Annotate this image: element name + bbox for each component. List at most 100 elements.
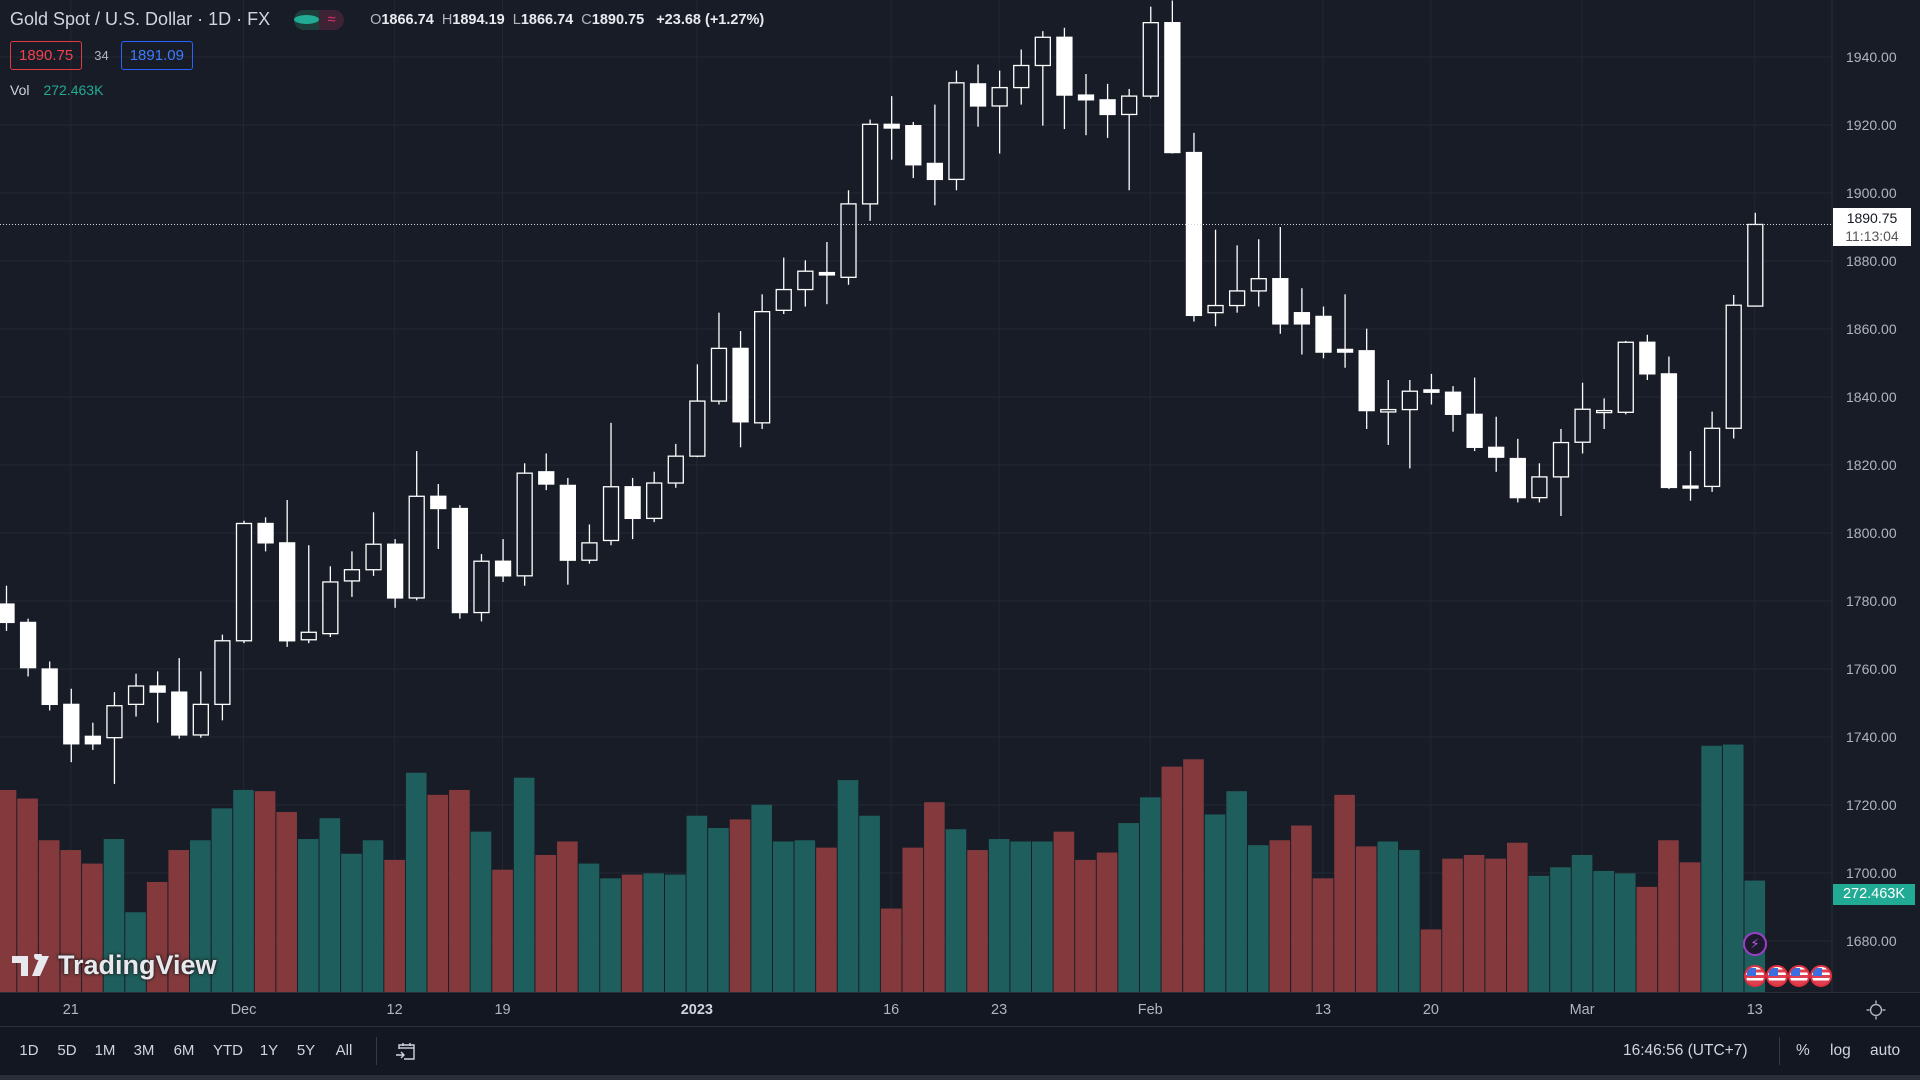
close-label: C <box>581 11 592 28</box>
volume-bar <box>513 777 535 992</box>
candle-up <box>1574 408 1591 443</box>
volume-bar <box>276 812 297 992</box>
volume-bar <box>1291 825 1312 992</box>
market-open-dot-icon <box>294 15 320 24</box>
volume-bar <box>1053 831 1075 992</box>
candle-down <box>1315 315 1332 353</box>
lightning-icon[interactable]: ⚡ <box>1743 932 1767 956</box>
market-status-toggle[interactable]: ≈ <box>294 9 345 30</box>
candle-down <box>624 486 641 520</box>
range-button-5d[interactable]: 5D <box>57 1042 77 1059</box>
symbol-legend: Gold Spot / U.S. Dollar · 1D · FX ≈ O186… <box>10 9 764 30</box>
time-axis[interactable]: 21 Dec 12 19 2023 16 23 Feb 13 20 Mar 13 <box>0 992 1920 1027</box>
volume-bar <box>816 847 837 992</box>
volume-bar <box>0 789 17 992</box>
price-tick-label: 1740.00 <box>1846 729 1897 745</box>
candle-down <box>1444 391 1462 415</box>
volume-bar <box>664 874 686 992</box>
range-button-6m[interactable]: 6M <box>173 1042 195 1059</box>
candle-down <box>41 668 58 706</box>
candle-up <box>235 522 253 642</box>
candle-down <box>559 484 576 561</box>
volume-bar <box>427 794 449 992</box>
us-flag-icon[interactable] <box>1810 965 1832 987</box>
range-button-3m[interactable]: 3M <box>133 1042 155 1059</box>
range-button-1y[interactable]: 1Y <box>259 1042 279 1059</box>
range-button-5y[interactable]: 5Y <box>296 1042 316 1059</box>
go-to-date-icon[interactable] <box>395 1041 417 1061</box>
candle-down <box>0 603 15 624</box>
change-value: +23.68 (+1.27%) <box>656 11 765 28</box>
range-button-all[interactable]: All <box>335 1042 353 1059</box>
candle-up <box>1380 408 1397 413</box>
volume-bar <box>1593 870 1614 992</box>
bid-ask-row: 1890.75 34 1891.09 <box>10 41 193 70</box>
candle-up <box>1617 341 1634 413</box>
volume-bar <box>405 772 427 992</box>
candle-up <box>322 581 339 635</box>
candle-up <box>710 347 728 402</box>
tradingview-logo[interactable]: TradingView <box>12 950 217 981</box>
candle-up <box>343 569 361 582</box>
candle-up <box>1552 441 1570 478</box>
range-button-ytd[interactable]: YTD <box>213 1042 243 1059</box>
divider <box>1779 1037 1780 1065</box>
candle-down <box>63 703 80 745</box>
time-tick-label: Dec <box>230 1002 257 1018</box>
volume-bar <box>60 850 82 992</box>
us-flag-icon[interactable] <box>1744 965 1766 987</box>
volume-bar <box>1722 744 1744 992</box>
symbol-title[interactable]: Gold Spot / U.S. Dollar · 1D · FX <box>10 9 271 29</box>
volume-bar <box>794 840 816 992</box>
price-chart[interactable] <box>0 0 1920 992</box>
auto-toggle[interactable]: auto <box>1870 1042 1901 1059</box>
volume-bar <box>1550 867 1571 992</box>
volume-bar <box>859 815 880 992</box>
candle-up <box>1401 390 1418 411</box>
volume-bar <box>837 780 859 992</box>
chart-pane[interactable]: Gold Spot / U.S. Dollar · 1D · FX ≈ O 186… <box>0 0 1920 1026</box>
buy-button[interactable]: 1891.09 <box>120 41 193 70</box>
open-label: O <box>370 11 382 28</box>
volume-bar <box>211 808 233 992</box>
bottom-border <box>0 1075 1920 1080</box>
candle-down <box>1639 341 1656 375</box>
candle-down <box>494 560 512 577</box>
settings-sun-icon[interactable] <box>1866 1000 1886 1020</box>
volume-bar <box>988 839 1010 992</box>
close-value: 1890.75 <box>591 11 645 28</box>
candle-up <box>516 472 533 577</box>
sell-button[interactable]: 1890.75 <box>10 41 83 70</box>
candle-down <box>732 347 749 423</box>
candle-up <box>1142 22 1159 97</box>
candle-up <box>106 705 123 739</box>
range-button-1m[interactable]: 1M <box>94 1042 116 1059</box>
candle-up <box>1013 64 1030 89</box>
volume-bar <box>1269 840 1291 992</box>
price-tick-label: 1860.00 <box>1846 321 1897 337</box>
candle-down <box>149 685 166 693</box>
volume-bar <box>621 874 643 992</box>
candle-down <box>451 507 469 614</box>
candle-up <box>1725 304 1742 429</box>
candle-up <box>1228 290 1246 307</box>
bar-countdown: 11:13:04 <box>1845 228 1899 244</box>
percent-toggle[interactable]: % <box>1796 1042 1810 1059</box>
volume-bar <box>1658 840 1679 992</box>
volume-bar <box>1571 854 1593 992</box>
candle-down <box>1272 278 1289 325</box>
time-tick-label: 13 <box>1746 1002 1763 1018</box>
candle-down <box>1466 413 1483 448</box>
volume-bar <box>1118 823 1139 992</box>
volume-bar <box>1161 766 1183 992</box>
price-tick-label: 1820.00 <box>1846 457 1897 473</box>
log-toggle[interactable]: log <box>1830 1042 1851 1059</box>
volume-bar <box>535 854 557 992</box>
volume-bar <box>449 789 470 992</box>
volume-legend[interactable]: Vol 272.463K <box>10 82 103 98</box>
us-flag-icon[interactable] <box>1788 965 1810 987</box>
range-button-1d[interactable]: 1D <box>19 1042 39 1059</box>
candle-up <box>473 560 490 614</box>
us-flag-icon[interactable] <box>1766 965 1788 987</box>
clock-timezone[interactable]: 16:46:56 (UTC+7) <box>1623 1042 1748 1059</box>
